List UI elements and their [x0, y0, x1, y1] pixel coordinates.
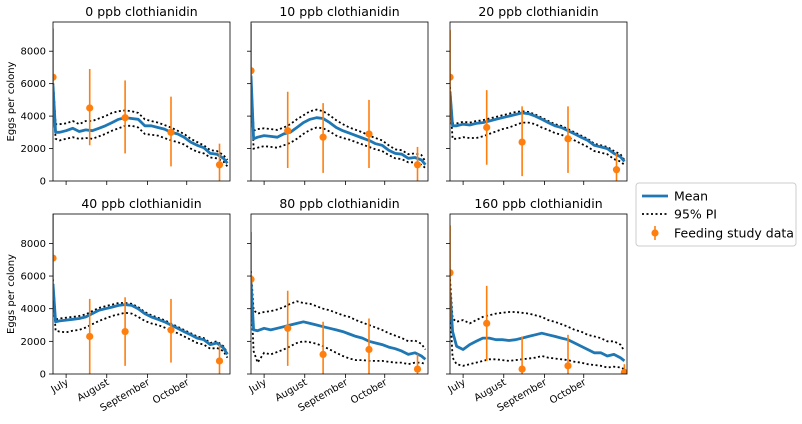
y-tick-label: 6000 [21, 272, 46, 283]
x-tick-label: October [349, 377, 390, 407]
panel-title: 80 ppb clothianidin [279, 196, 399, 211]
x-tick-label: July [247, 377, 269, 396]
feeding-point [564, 362, 572, 370]
panel-frame [250, 21, 429, 182]
feeding-point [365, 130, 373, 138]
y-tick-label: 2000 [21, 144, 46, 155]
feeding-point [53, 254, 57, 262]
feeding-point [284, 324, 292, 332]
feeding-point [215, 161, 224, 169]
feeding-point [450, 269, 454, 277]
y-tick-label: 8000 [21, 239, 46, 250]
mean-line [450, 292, 626, 362]
panel-title: 160 ppb clothianidin [474, 196, 602, 211]
feeding-point [251, 275, 255, 283]
y-axis-label: Eggs per colony [6, 254, 17, 334]
x-tick-label: October [151, 377, 192, 407]
pi-lower-line [53, 93, 229, 167]
mean-line [251, 75, 427, 166]
y-tick-label: 0 [40, 177, 46, 188]
feeding-point [483, 123, 491, 132]
pi-upper-line [53, 279, 229, 354]
y-tick-label: 0 [40, 370, 46, 381]
mean-line [251, 282, 427, 361]
plot-area [251, 231, 427, 374]
panel-title: 40 ppb clothianidin [81, 196, 201, 211]
panel-frame [250, 213, 429, 375]
feeding-point [450, 73, 454, 81]
pi-upper-line [450, 86, 626, 161]
y-tick-label: 4000 [21, 112, 46, 123]
pi-lower-line [450, 99, 625, 166]
plot-area [251, 23, 427, 181]
panel-frame [449, 21, 628, 182]
pi-lower-line [53, 292, 229, 359]
feeding-point [319, 133, 327, 141]
feeding-point [319, 350, 327, 359]
feeding-point [215, 357, 224, 365]
panel-0: 0 ppb clothianidin 0 2000 4000 6000 8000 Eggs … [6, 4, 231, 188]
panel-title: 0 ppb clothianidin [85, 4, 197, 19]
panel-2: 20 ppb clothianidin [446, 4, 628, 185]
panel-title: 10 ppb clothianidin [279, 4, 399, 19]
y-tick-label: 2000 [21, 337, 46, 348]
feeding-point [53, 73, 57, 81]
feeding-point [564, 135, 572, 143]
feeding-point [518, 138, 526, 146]
legend: Mean 95% PI Feeding study data [635, 182, 797, 247]
feeding-point [413, 365, 422, 373]
mean-line [53, 284, 229, 356]
legend-box [635, 182, 797, 247]
legend-label: Mean [674, 189, 708, 204]
feeding-point [612, 166, 621, 174]
plot-area [450, 225, 627, 374]
feeding-point [121, 327, 129, 336]
feeding-point [284, 127, 292, 135]
panel-frame [449, 213, 628, 375]
plot-area [53, 28, 229, 181]
legend-label: 95% PI [674, 207, 717, 222]
y-tick-label: 6000 [21, 79, 46, 90]
feeding-point [620, 368, 627, 374]
pi-upper-line [251, 271, 427, 351]
feeding-point [251, 67, 255, 75]
y-tick-label: 8000 [21, 47, 46, 58]
legend-label: Feeding study data [674, 226, 794, 241]
x-tick-label: July [49, 377, 71, 396]
feeding-point [518, 365, 526, 373]
mean-line [450, 91, 626, 163]
pi-lower-line [251, 80, 426, 169]
pi-lower-line [450, 308, 625, 370]
panel-frame [52, 21, 231, 182]
x-tick-label: October [548, 377, 589, 407]
pi-upper-line [53, 78, 229, 161]
mean-line [53, 85, 229, 165]
pi-upper-line [251, 72, 427, 162]
pi-upper-line [450, 279, 626, 352]
y-axis-label: Eggs per colony [6, 61, 17, 141]
feeding-point [413, 161, 422, 169]
panel-3: 40 ppb clothianidin 0 2000 4000 6000 8000 July… [6, 196, 231, 414]
x-tick-label: July [446, 377, 468, 396]
plot-area [53, 214, 229, 374]
legend-feeding-marker [651, 229, 659, 237]
feeding-point [86, 104, 94, 112]
feeding-point [167, 326, 175, 334]
feeding-point [167, 128, 175, 136]
feeding-point [483, 319, 491, 327]
feeding-point [365, 345, 373, 354]
feeding-point [121, 114, 129, 122]
y-tick-label: 4000 [21, 304, 46, 315]
panel-frame [52, 213, 231, 375]
feeding-point [86, 332, 94, 341]
panel-1: 10 ppb clothianidin [247, 4, 429, 185]
plot-area [450, 30, 626, 181]
panel-title: 20 ppb clothianidin [478, 4, 598, 19]
